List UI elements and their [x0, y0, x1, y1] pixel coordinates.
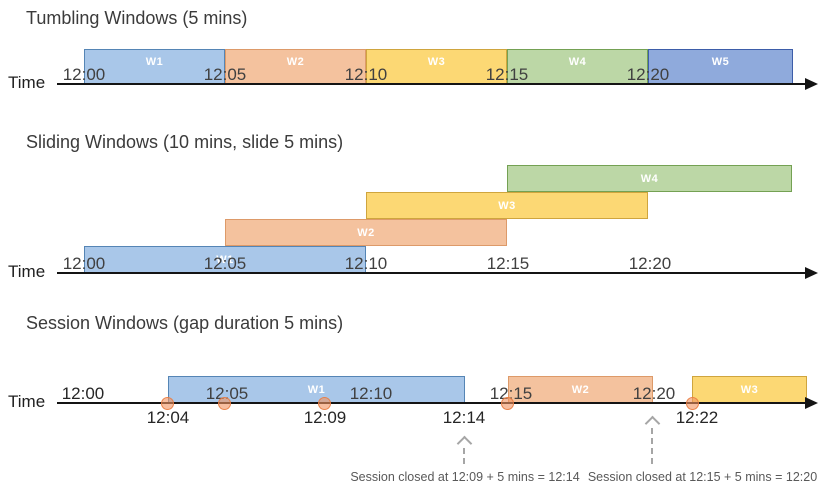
tick-label: 12:00	[61, 384, 105, 403]
tumbling-axis-label: Time	[8, 73, 46, 92]
sliding-window-w3: W3	[366, 192, 648, 219]
event-time-label: 12:09	[303, 408, 347, 427]
window-label: W3	[498, 199, 516, 212]
window-label: W1	[216, 253, 234, 266]
event-time-label: 12:22	[675, 408, 719, 427]
axis-arrowhead-icon	[805, 267, 818, 279]
session-time-axis	[57, 402, 806, 404]
tick-label: 12:20	[626, 65, 670, 84]
tick-label: 12:05	[203, 65, 247, 84]
tick-label: 12:05	[205, 384, 249, 403]
session-axis-label: Time	[8, 392, 46, 411]
tumbling-window-w1: W1	[84, 49, 225, 84]
tick-label: 12:15	[485, 65, 529, 84]
event-dot	[318, 397, 331, 410]
tumbling-section-title: Tumbling Windows (5 mins)	[26, 8, 248, 28]
sliding-window-w1: W1	[84, 246, 366, 273]
tumbling-window-w3: W3	[366, 49, 507, 84]
window-label: W1	[145, 56, 164, 68]
sliding-axis-label: Time	[8, 262, 46, 281]
event-dot	[218, 397, 231, 410]
window-label: W4	[640, 172, 659, 185]
window-label: W4	[568, 56, 587, 68]
window-label: W2	[571, 383, 590, 396]
window-label: W2	[286, 56, 305, 68]
tick-label: 12:10	[349, 384, 393, 403]
event-time-label: 12:14	[442, 408, 486, 427]
axis-arrowhead-icon	[805, 78, 818, 90]
tick-label: 12:10	[344, 254, 388, 273]
tumbling-time-axis	[57, 83, 806, 85]
tick-label: 12:10	[344, 65, 388, 84]
sliding-time-axis	[57, 272, 806, 274]
event-dot	[686, 397, 699, 410]
session-window-w1: W1	[168, 376, 465, 403]
session-section-title: Session Windows (gap duration 5 mins)	[26, 313, 344, 333]
tick-label: 12:00	[62, 254, 106, 273]
axis-arrowhead-icon	[805, 397, 818, 409]
dashed-arrow-line	[651, 428, 653, 464]
tick-label: 12:15	[489, 384, 533, 403]
session-window-w3: W3	[692, 376, 807, 403]
window-label: W5	[711, 56, 730, 68]
tick-label: 12:20	[632, 384, 676, 403]
window-label: W3	[740, 383, 759, 396]
sliding-window-w4: W4	[507, 165, 792, 192]
event-dot	[501, 397, 514, 410]
sliding-section-title: Sliding Windows (10 mins, slide 5 mins)	[26, 132, 344, 152]
window-label: W2	[357, 226, 375, 239]
sliding-window-w2: W2	[225, 219, 507, 246]
tick-label: 12:05	[203, 254, 247, 273]
session-close-annotation-1: Session closed at 12:09 + 5 mins = 12:14	[350, 470, 580, 484]
tumbling-window-w5: W5	[648, 49, 793, 84]
event-dot	[161, 397, 174, 410]
window-label: W3	[427, 56, 446, 68]
tick-label: 12:00	[62, 65, 106, 84]
tick-label: 12:20	[628, 254, 672, 273]
event-time-label: 12:04	[146, 408, 190, 427]
window-label: W1	[307, 383, 326, 396]
dashed-arrow-line	[463, 448, 465, 464]
tick-label: 12:15	[486, 254, 530, 273]
session-close-annotation-2: Session closed at 12:15 + 5 mins = 12:20	[587, 470, 818, 484]
